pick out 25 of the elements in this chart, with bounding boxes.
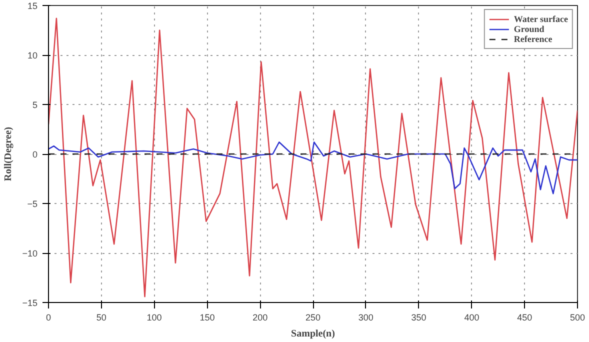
x-tick-label: 500 (570, 312, 586, 322)
x-tick-label: 350 (411, 312, 426, 322)
y-tick-label: −10 (22, 248, 38, 258)
x-tick-label: 50 (96, 312, 106, 322)
x-tick-label: 0 (46, 312, 52, 322)
legend-label: Water surface (514, 14, 568, 24)
y-tick-label: 0 (32, 150, 38, 160)
y-tick-label: −5 (27, 199, 38, 209)
y-tick-label: −15 (22, 298, 38, 308)
y-tick-label: 5 (32, 100, 38, 110)
line-series (48, 18, 578, 298)
y-tick-label: 15 (27, 1, 38, 11)
y-axis-title: Roll(Degree) (3, 126, 14, 182)
legend-label: Ground (514, 24, 544, 34)
x-tick-label: 200 (252, 312, 268, 322)
legend-label: Reference (514, 34, 552, 44)
x-tick-label: 100 (146, 312, 162, 322)
x-tick-label: 450 (517, 312, 532, 322)
x-tick-label: 150 (200, 312, 215, 322)
x-tick-label: 400 (464, 312, 480, 322)
x-tick-label: 250 (305, 312, 321, 322)
y-tick-label: 10 (27, 50, 38, 60)
x-tick-label: 300 (358, 312, 374, 322)
x-axis-title: Sample(n) (291, 328, 335, 340)
line-series (48, 141, 578, 194)
